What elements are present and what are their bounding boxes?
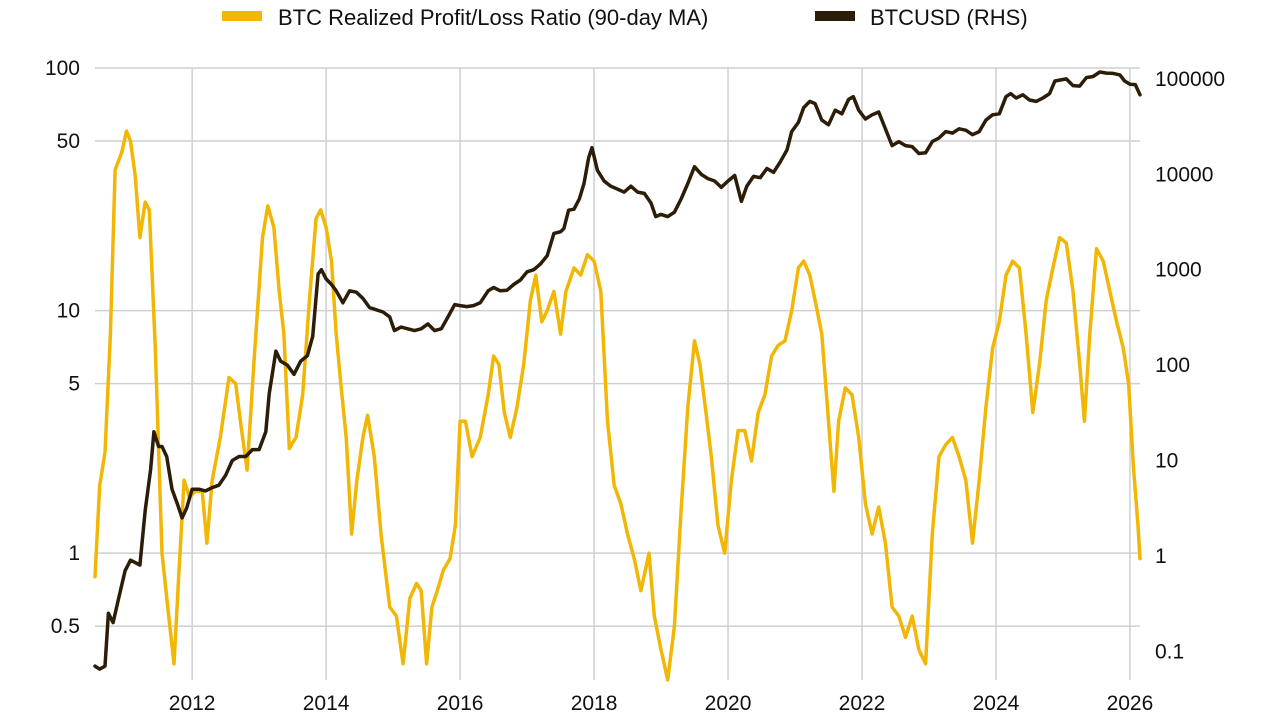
y-right-tick-label: 10: [1155, 449, 1178, 472]
y-left-tick-label: 10: [57, 300, 80, 323]
y-right-tick-label: 0.1: [1155, 640, 1184, 663]
y-right-tick-label: 100000: [1155, 68, 1225, 91]
y-right-tick-label: 10000: [1155, 163, 1213, 186]
x-tick-label: 2016: [437, 692, 484, 715]
legend-label-pl-ratio: BTC Realized Profit/Loss Ratio (90-day M…: [278, 5, 708, 30]
y-axis-right: 0.1 1 10 100 1000 10000 100000: [1155, 68, 1225, 663]
x-tick-label: 2018: [571, 692, 618, 715]
x-tick-label: 2012: [169, 692, 216, 715]
x-tick-label: 2022: [839, 692, 886, 715]
x-tick-label: 2014: [303, 692, 350, 715]
y-right-tick-label: 1000: [1155, 259, 1202, 282]
legend-swatch-btcusd: [815, 11, 855, 21]
series-layer: [93, 70, 1142, 682]
y-right-tick-label: 1: [1155, 545, 1167, 568]
x-tick-label: 2024: [973, 692, 1020, 715]
series-line-pl-ratio: [93, 129, 1142, 682]
legend: BTC Realized Profit/Loss Ratio (90-day M…: [222, 5, 1028, 30]
y-left-tick-label: 1: [68, 542, 80, 565]
legend-swatch-pl-ratio: [222, 11, 262, 21]
y-left-tick-label: 50: [57, 130, 80, 153]
x-axis: 2012 2014 2016 2018 2020 2022 2024 2026: [169, 692, 1154, 715]
legend-label-btcusd: BTCUSD (RHS): [870, 5, 1028, 30]
y-left-tick-label: 5: [68, 373, 80, 396]
series-line-btcusd: [93, 70, 1142, 671]
x-tick-label: 2026: [1107, 692, 1154, 715]
x-tick-label: 2020: [705, 692, 752, 715]
y-right-tick-label: 100: [1155, 354, 1190, 377]
y-left-tick-label: 100: [45, 57, 80, 80]
y-axis-left: 0.5 1 5 10 50 100: [45, 57, 80, 638]
y-left-tick-label: 0.5: [51, 615, 80, 638]
